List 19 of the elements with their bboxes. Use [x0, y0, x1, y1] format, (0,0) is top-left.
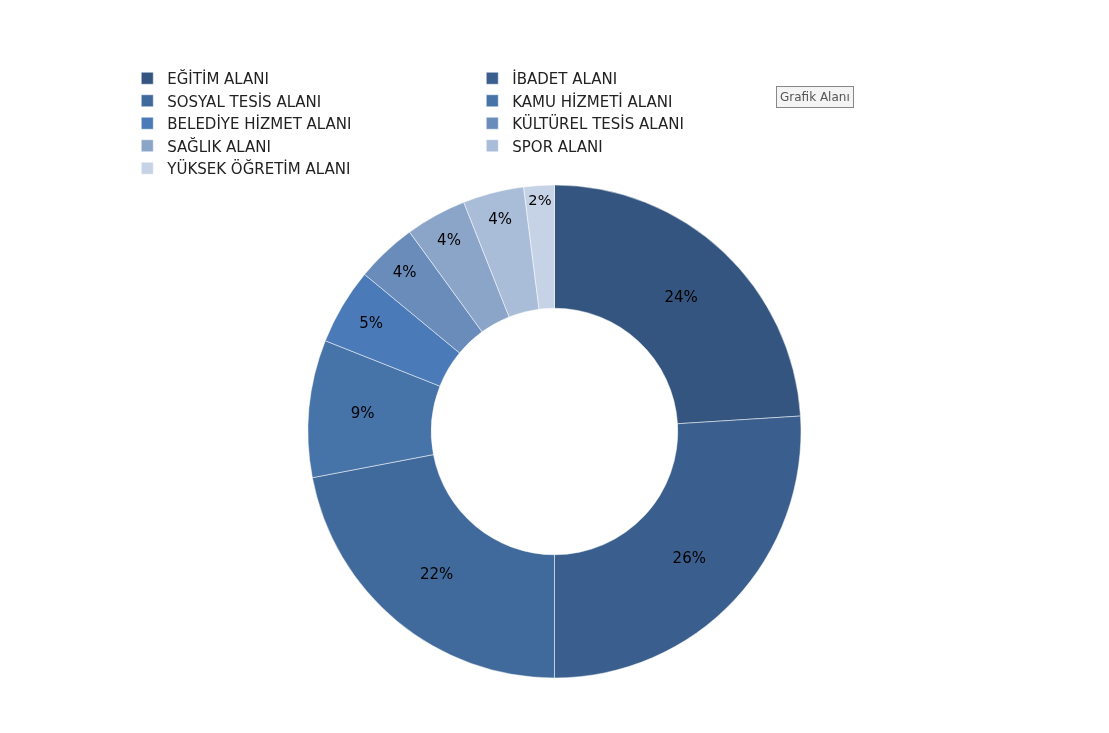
data-label: 4% — [392, 262, 417, 281]
legend-label: İBADET ALANI — [512, 69, 618, 89]
data-label: 4% — [488, 210, 512, 229]
legend-label: BELEDİYE HİZMET ALANI — [167, 114, 352, 134]
legend-label: SAĞLIK ALANI — [167, 136, 271, 156]
data-label: 24% — [664, 287, 698, 306]
data-label: 5% — [359, 314, 383, 332]
legend-label: KÜLTÜREL TESİS ALANI — [512, 114, 684, 134]
legend-label: SPOR ALANI — [512, 137, 603, 156]
legend-label: YÜKSEK ÖĞRETİM ALANI — [166, 159, 351, 179]
data-label: 4% — [437, 230, 461, 249]
legend-label: SOSYAL TESİS ALANI — [167, 91, 322, 111]
data-label: 22% — [419, 564, 454, 583]
data-label: 9% — [350, 404, 375, 423]
data-label: 2% — [528, 190, 552, 208]
text: Grafik Alanı — [780, 90, 850, 104]
legend-label: KAMU HİZMETİ ALANI — [512, 91, 673, 111]
data-label: 26% — [672, 549, 706, 568]
legend-label: EĞİTİM ALANI — [167, 69, 269, 89]
